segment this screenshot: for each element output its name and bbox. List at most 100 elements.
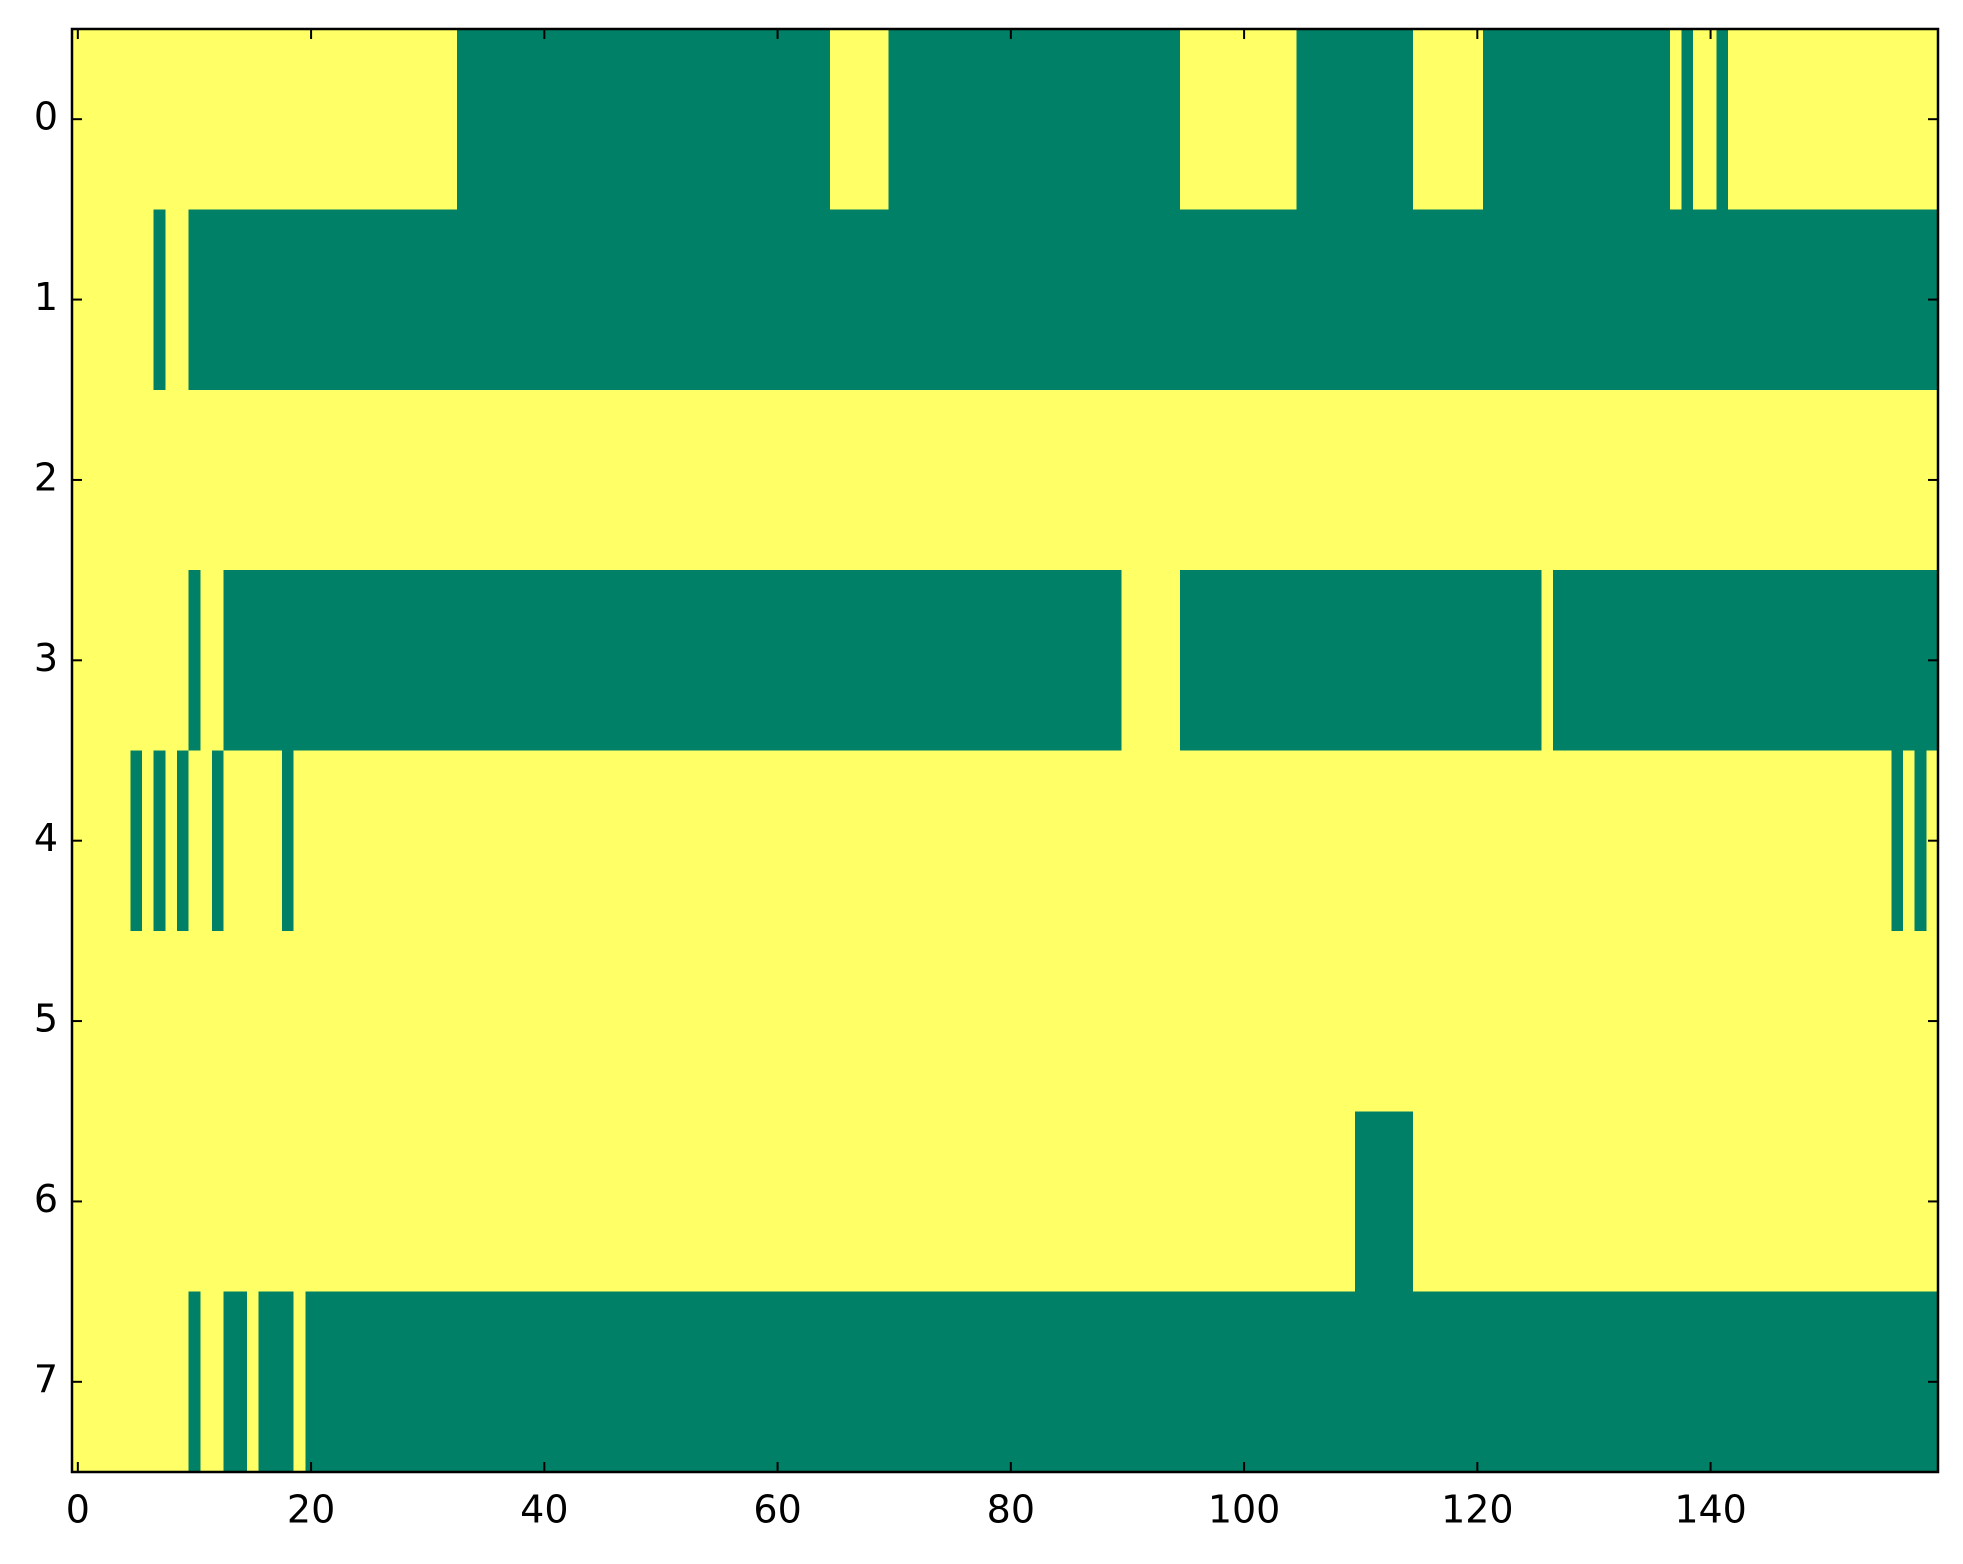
cell — [865, 1291, 878, 1473]
cell — [281, 29, 295, 210]
cell — [1821, 930, 1834, 1112]
cell — [316, 930, 330, 1112]
cell — [1588, 29, 1601, 210]
cell — [561, 930, 575, 1112]
cell — [1483, 1111, 1496, 1293]
cell — [736, 570, 750, 752]
cell — [783, 209, 796, 391]
cell — [1366, 389, 1379, 571]
cell — [1168, 1291, 1181, 1473]
cell — [1529, 1111, 1543, 1293]
cell — [935, 930, 948, 1112]
cell — [515, 570, 528, 752]
cell — [1693, 570, 1706, 752]
cell — [538, 930, 551, 1112]
cell — [1343, 930, 1356, 1112]
cell — [935, 750, 948, 932]
cell — [818, 570, 831, 752]
cell — [1856, 389, 1869, 571]
cell — [841, 1111, 854, 1293]
cell — [1179, 570, 1193, 752]
cell — [1226, 750, 1239, 932]
cell — [701, 209, 715, 391]
cell — [725, 570, 738, 752]
cell — [1378, 570, 1391, 752]
cell — [1039, 750, 1053, 932]
cell — [550, 389, 563, 571]
cell — [141, 750, 155, 932]
cell — [1634, 29, 1648, 210]
cell — [1424, 750, 1438, 932]
cell — [958, 570, 971, 752]
cell — [1751, 389, 1764, 571]
cell — [515, 750, 528, 932]
cell — [1483, 209, 1496, 391]
cell — [176, 570, 190, 752]
cell — [853, 389, 866, 571]
cell — [328, 570, 341, 752]
cell — [1494, 29, 1508, 210]
cell — [1389, 750, 1403, 932]
cell — [1191, 1111, 1204, 1293]
cell — [316, 750, 330, 932]
cell — [188, 29, 201, 210]
cell — [561, 570, 575, 752]
cell — [596, 750, 610, 932]
cell — [853, 1111, 866, 1293]
cell — [118, 750, 131, 932]
cell — [1798, 29, 1811, 210]
cell — [176, 750, 190, 932]
cell — [1354, 750, 1368, 932]
cell — [1868, 570, 1881, 752]
cell — [538, 209, 551, 391]
cell — [1226, 389, 1239, 571]
cell — [923, 389, 936, 571]
cell — [375, 1111, 388, 1293]
cell — [1891, 1111, 1904, 1293]
cell — [736, 750, 750, 932]
cell — [83, 209, 96, 391]
cell — [410, 1291, 423, 1473]
cell — [736, 1111, 750, 1293]
cell — [1273, 1111, 1286, 1293]
cell — [468, 389, 481, 571]
cell — [1331, 1291, 1344, 1473]
cell — [106, 29, 120, 210]
cell — [258, 930, 271, 1112]
cell — [981, 389, 994, 571]
cell — [596, 1291, 610, 1473]
cell — [1798, 209, 1811, 391]
cell — [305, 1111, 318, 1293]
cell — [1028, 209, 1041, 391]
cell — [1436, 750, 1449, 932]
cell — [1868, 750, 1881, 932]
cell — [200, 750, 213, 932]
cell — [1681, 750, 1694, 932]
cell — [1203, 570, 1216, 752]
cell — [468, 570, 481, 752]
cell — [865, 389, 878, 571]
cell — [550, 1111, 563, 1293]
cell — [1296, 570, 1309, 752]
cell — [1121, 1111, 1134, 1293]
cell — [1389, 930, 1403, 1112]
cell — [1063, 570, 1076, 752]
cell — [865, 750, 878, 932]
cell — [1378, 1111, 1391, 1293]
cell — [1144, 570, 1158, 752]
cell — [608, 29, 621, 210]
cell — [258, 750, 271, 932]
cell — [1261, 1291, 1274, 1473]
cell — [433, 1291, 446, 1473]
cell — [1658, 930, 1671, 1112]
cell — [1343, 570, 1356, 752]
cell — [1144, 930, 1158, 1112]
cell — [1658, 750, 1671, 932]
cell — [1623, 750, 1636, 932]
cell — [328, 29, 341, 210]
cell — [1319, 209, 1333, 391]
cell — [141, 1291, 155, 1473]
cell — [1798, 750, 1811, 932]
cell — [165, 29, 178, 210]
cell — [503, 29, 516, 210]
